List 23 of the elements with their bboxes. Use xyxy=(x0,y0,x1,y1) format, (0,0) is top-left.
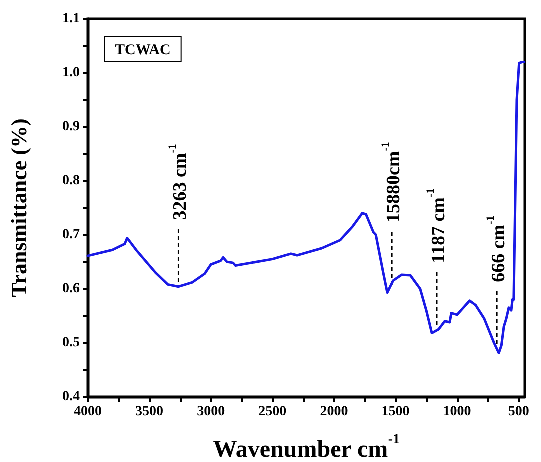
y-tick-label: 0.5 xyxy=(62,336,80,350)
annotation: 3263 cm-1 xyxy=(166,144,192,220)
x-tick-label: 500 xyxy=(508,404,530,420)
y-tick-label: 0.8 xyxy=(62,174,80,188)
y-tick-label: 1.1 xyxy=(62,12,80,26)
y-tick-label: 0.7 xyxy=(62,228,80,242)
line-series xyxy=(86,60,526,355)
annotation: 666 cm-1 xyxy=(485,216,510,282)
y-tick-label: 1.0 xyxy=(62,66,80,80)
y-axis-title: Transmittance (%) xyxy=(6,118,32,298)
x-tick-label: 1000 xyxy=(443,404,472,420)
x-tick-label: 2000 xyxy=(320,404,348,420)
y-tick-label: 0.6 xyxy=(62,282,80,296)
text: TCWAC xyxy=(115,42,171,58)
annotation: 1187 cm-1 xyxy=(425,188,450,264)
x-tick-label: 4000 xyxy=(74,404,102,420)
x-tick-label: 3500 xyxy=(136,404,164,420)
x-tick-label: 1500 xyxy=(382,404,410,420)
y-tick-label: 0.9 xyxy=(62,120,80,134)
y-tick-label: 0.4 xyxy=(62,390,80,404)
x-tick-label: 2500 xyxy=(258,404,287,420)
annotation: 15880cm-1 xyxy=(380,142,404,223)
x-tick-label: 3000 xyxy=(197,404,226,420)
